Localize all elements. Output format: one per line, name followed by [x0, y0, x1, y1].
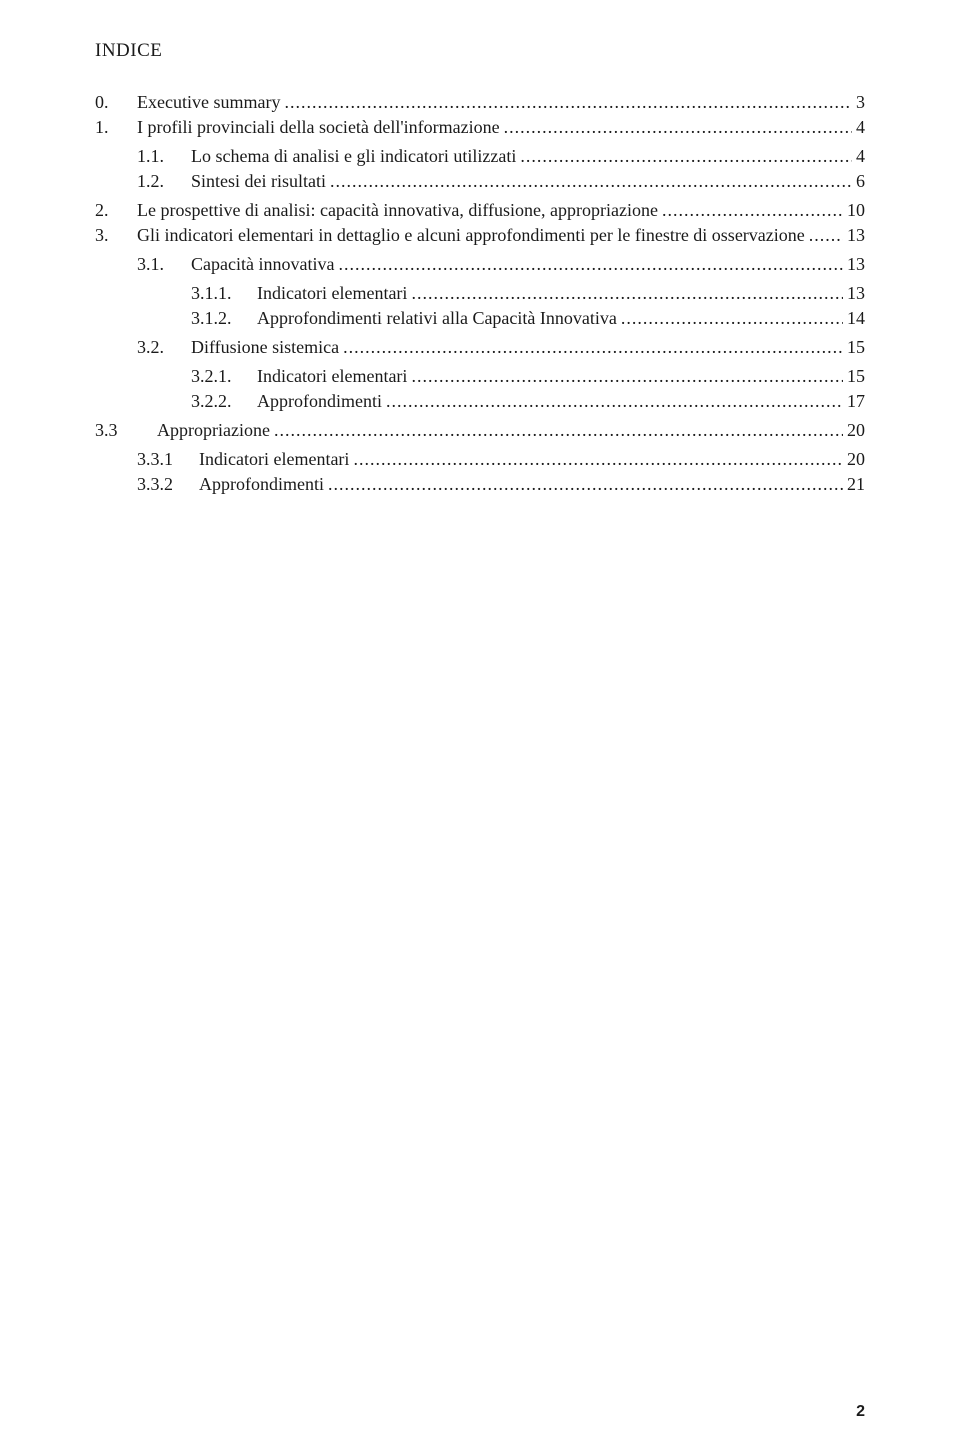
toc-entry-page: 14 — [847, 308, 865, 329]
toc-leader-dots — [662, 200, 843, 221]
toc-entry-page: 15 — [847, 366, 865, 387]
toc-leader-dots — [330, 171, 852, 192]
toc-leader-dots — [353, 449, 843, 470]
toc-entry: 3.3.2Approfondimenti 21 — [95, 474, 865, 495]
toc-entry-text: Appropriazione — [157, 420, 270, 441]
toc-entry-text: Gli indicatori elementari in dettaglio e… — [137, 225, 805, 246]
toc-entry-text: Capacità innovativa — [191, 254, 334, 275]
toc-entry: 3.2.1.Indicatori elementari 15 — [95, 366, 865, 387]
toc-entry: 3.1.Capacità innovativa 13 — [95, 254, 865, 275]
toc-entry-page: 17 — [847, 391, 865, 412]
toc-entry-text: Approfondimenti relativi alla Capacità I… — [257, 308, 617, 329]
toc-entry-page: 13 — [847, 283, 865, 304]
toc-entry-number: 3.1.2. — [191, 308, 257, 329]
table-of-contents: 0.Executive summary 3 1.I profili provinci… — [95, 92, 865, 495]
toc-entry-text: Approfondimenti — [257, 391, 382, 412]
toc-entry-page: 4 — [856, 146, 865, 167]
toc-entry-page: 13 — [847, 225, 865, 246]
toc-leader-dots — [386, 391, 843, 412]
toc-entry-page: 4 — [856, 117, 865, 138]
toc-entry-number: 3.2. — [137, 337, 191, 358]
toc-entry: 3.2.2.Approfondimenti 17 — [95, 391, 865, 412]
toc-leader-dots — [621, 308, 843, 329]
toc-leader-dots — [328, 474, 843, 495]
toc-entry-number: 2. — [95, 200, 137, 221]
toc-leader-dots — [411, 283, 843, 304]
toc-leader-dots — [809, 225, 843, 246]
toc-entry-text: Lo schema di analisi e gli indicatori ut… — [191, 146, 516, 167]
toc-entry-text: I profili provinciali della società dell… — [137, 117, 500, 138]
toc-entry-text: Indicatori elementari — [199, 449, 349, 470]
toc-entry-page: 13 — [847, 254, 865, 275]
toc-entry-text: Diffusione sistemica — [191, 337, 339, 358]
toc-entry-number: 1.2. — [137, 171, 191, 192]
toc-leader-dots — [274, 420, 843, 441]
toc-entry: 1.1.Lo schema di analisi e gli indicator… — [95, 146, 865, 167]
toc-entry-page: 20 — [847, 420, 865, 441]
toc-entry-text: Indicatori elementari — [257, 283, 407, 304]
toc-entry-text: Executive summary — [137, 92, 280, 113]
toc-entry-number: 0. — [95, 92, 137, 113]
toc-leader-dots — [504, 117, 852, 138]
toc-entry-text: Indicatori elementari — [257, 366, 407, 387]
toc-entry-number: 3.1. — [137, 254, 191, 275]
toc-entry-number: 3.2.2. — [191, 391, 257, 412]
toc-entry-page: 20 — [847, 449, 865, 470]
toc-entry: 3.3.1Indicatori elementari 20 — [95, 449, 865, 470]
toc-entry-number: 3. — [95, 225, 137, 246]
toc-entry: 3.Gli indicatori elementari in dettaglio… — [95, 225, 865, 246]
toc-entry-page: 21 — [847, 474, 865, 495]
toc-entry-number: 1.1. — [137, 146, 191, 167]
toc-entry-text: Le prospettive di analisi: capacità inno… — [137, 200, 658, 221]
toc-leader-dots — [343, 337, 843, 358]
toc-entry-page: 10 — [847, 200, 865, 221]
toc-entry: 3.1.1.Indicatori elementari 13 — [95, 283, 865, 304]
toc-entry-page: 15 — [847, 337, 865, 358]
toc-entry: 1.I profili provinciali della società de… — [95, 117, 865, 138]
toc-entry-number: 3.1.1. — [191, 283, 257, 304]
toc-leader-dots — [520, 146, 852, 167]
toc-leader-dots — [284, 92, 852, 113]
toc-entry: 3.2.Diffusione sistemica 15 — [95, 337, 865, 358]
toc-entry: 2.Le prospettive di analisi: capacità in… — [95, 200, 865, 221]
toc-leader-dots — [338, 254, 843, 275]
toc-entry-number: 3.3.2 — [137, 474, 199, 495]
toc-entry-number: 1. — [95, 117, 137, 138]
toc-leader-dots — [411, 366, 843, 387]
toc-entry-text: Sintesi dei risultati — [191, 171, 326, 192]
toc-entry-number: 3.2.1. — [191, 366, 257, 387]
page-title: INDICE — [95, 40, 865, 62]
page-number: 2 — [856, 1403, 865, 1421]
toc-entry: 0.Executive summary 3 — [95, 92, 865, 113]
toc-entry-page: 6 — [856, 171, 865, 192]
toc-entry-page: 3 — [856, 92, 865, 113]
toc-entry-number: 3.3.1 — [137, 449, 199, 470]
toc-entry-text: Approfondimenti — [199, 474, 324, 495]
toc-entry: 3.3Appropriazione 20 — [95, 420, 865, 441]
toc-entry-number: 3.3 — [95, 420, 157, 441]
toc-entry: 3.1.2.Approfondimenti relativi alla Capa… — [95, 308, 865, 329]
toc-entry: 1.2.Sintesi dei risultati 6 — [95, 171, 865, 192]
